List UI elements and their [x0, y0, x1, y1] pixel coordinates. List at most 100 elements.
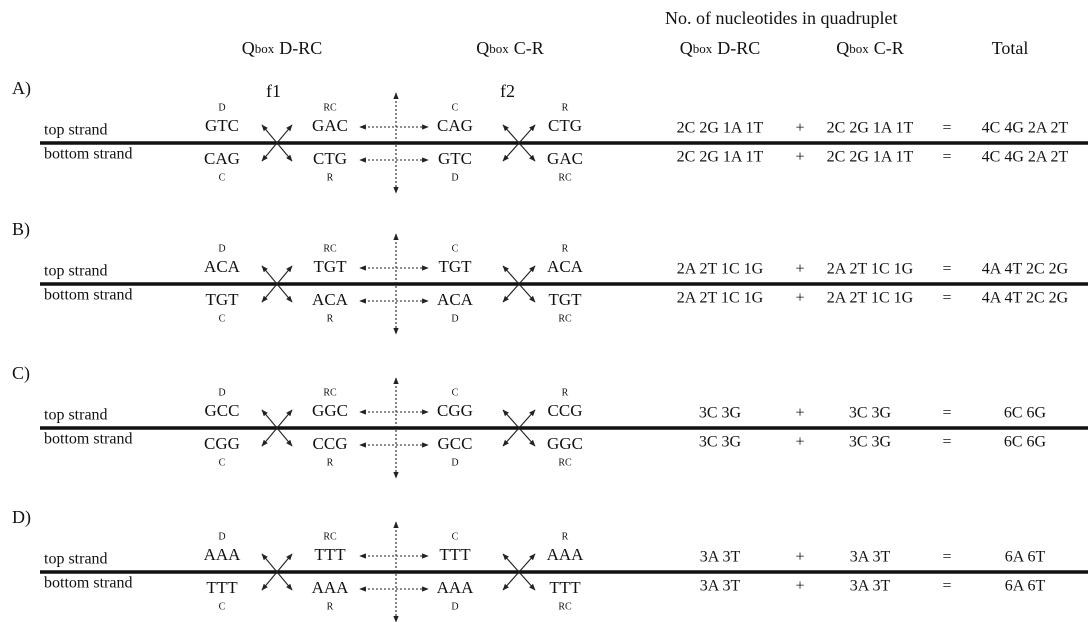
codon: ACA	[547, 257, 584, 276]
codon: TGT	[205, 290, 239, 309]
total-header: Total	[992, 38, 1029, 58]
cross-arrow	[261, 409, 293, 447]
codon: CTG	[313, 149, 347, 168]
count: 3A 3T	[700, 578, 741, 595]
column-header: Qbox C-R	[476, 38, 544, 58]
codon-tag: RC	[558, 313, 572, 324]
panel-label: A)	[12, 78, 31, 99]
cross-arrow	[502, 553, 536, 591]
codon-tag: C	[452, 102, 459, 113]
codon-tag: RC	[558, 457, 572, 468]
codon: TGT	[313, 257, 347, 276]
count: 6C 6G	[1004, 434, 1047, 451]
count: +	[795, 578, 804, 595]
count: 3A 3T	[700, 549, 741, 566]
codon-tag: D	[451, 172, 458, 183]
codon-tag: C	[219, 601, 226, 612]
count: 2A 2T 1C 1G	[677, 261, 764, 278]
panel-label: B)	[12, 219, 30, 240]
count: 2A 2T 1C 1G	[827, 290, 914, 307]
codon-tag: D	[218, 387, 225, 398]
count: +	[795, 149, 804, 166]
column-header: Qbox D-RC	[242, 38, 323, 58]
codon: AAA	[547, 545, 585, 564]
count: +	[795, 405, 804, 422]
strand-label: top strand	[44, 551, 108, 568]
codon: CAG	[437, 116, 473, 135]
codon-tag: D	[218, 243, 225, 254]
codon: AAA	[204, 545, 242, 564]
codon-tag: R	[562, 387, 569, 398]
codon: CTG	[548, 116, 582, 135]
strand-label: bottom strand	[44, 287, 132, 304]
q-sub: box	[255, 41, 275, 56]
header-title: No. of nucleotides in quadruplet	[665, 8, 897, 28]
count: 2A 2T 1C 1G	[677, 290, 764, 307]
count: =	[942, 405, 951, 422]
count: 4C 4G 2A 2T	[982, 120, 1069, 137]
codon: ACA	[437, 290, 474, 309]
codon: TGT	[438, 257, 472, 276]
count: =	[942, 549, 951, 566]
count: 3A 3T	[850, 578, 891, 595]
codon-tag: RC	[558, 172, 572, 183]
codon-tag: D	[451, 601, 458, 612]
count: 2C 2G 1A 1T	[677, 149, 764, 166]
codon-tag: R	[327, 457, 334, 468]
codon: TTT	[439, 545, 471, 564]
codon: GTC	[205, 116, 239, 135]
q: Q	[242, 38, 255, 58]
codon: AAA	[312, 578, 350, 597]
strand-label: top strand	[44, 263, 108, 280]
count: 2C 2G 1A 1T	[677, 120, 764, 137]
q-sub: box	[849, 41, 869, 56]
codon-tag: D	[218, 531, 225, 542]
q-name: C-R	[514, 38, 544, 58]
cross-arrow	[502, 124, 536, 162]
column-header: Qbox D-RC	[680, 38, 761, 58]
codon-tag: D	[451, 457, 458, 468]
codon-tag: RC	[323, 102, 337, 113]
q-sub: box	[693, 41, 713, 56]
count: 3C 3G	[699, 405, 742, 422]
strand-label: top strand	[44, 122, 108, 139]
codon: GGC	[547, 434, 583, 453]
q: Q	[680, 38, 693, 58]
codon: CGG	[204, 434, 240, 453]
count: +	[795, 120, 804, 137]
q: Q	[836, 38, 849, 58]
count: 3C 3G	[849, 405, 892, 422]
cross-arrow	[261, 124, 293, 162]
q: Q	[476, 38, 489, 58]
codon: GCC	[205, 401, 240, 420]
count: =	[942, 149, 951, 166]
codon: GCC	[438, 434, 473, 453]
strand-label: bottom strand	[44, 431, 132, 448]
cross-arrow	[502, 265, 536, 303]
codon: ACA	[204, 257, 241, 276]
codon: GGC	[312, 401, 348, 420]
count: 6C 6G	[1004, 405, 1047, 422]
count: 3A 3T	[850, 549, 891, 566]
panel-label: C)	[12, 363, 30, 384]
strand-label: bottom strand	[44, 146, 132, 163]
column-header: Qbox C-R	[836, 38, 904, 58]
count: 6A 6T	[1005, 578, 1046, 595]
strand-label: bottom strand	[44, 575, 132, 592]
codon-tag: R	[327, 601, 334, 612]
codon-tag: R	[562, 531, 569, 542]
count: +	[795, 261, 804, 278]
codon: CAG	[204, 149, 240, 168]
codon: TTT	[314, 545, 346, 564]
codon-tag: C	[219, 457, 226, 468]
codon: GTC	[438, 149, 472, 168]
count: +	[795, 549, 804, 566]
count: 6A 6T	[1005, 549, 1046, 566]
count: 2C 2G 1A 1T	[827, 149, 914, 166]
count: 4A 4T 2C 2G	[982, 261, 1069, 278]
codon-tag: C	[452, 243, 459, 254]
strand-label: top strand	[44, 407, 108, 424]
codon: TTT	[549, 578, 581, 597]
q-name: C-R	[874, 38, 904, 58]
cross-arrow	[502, 409, 536, 447]
